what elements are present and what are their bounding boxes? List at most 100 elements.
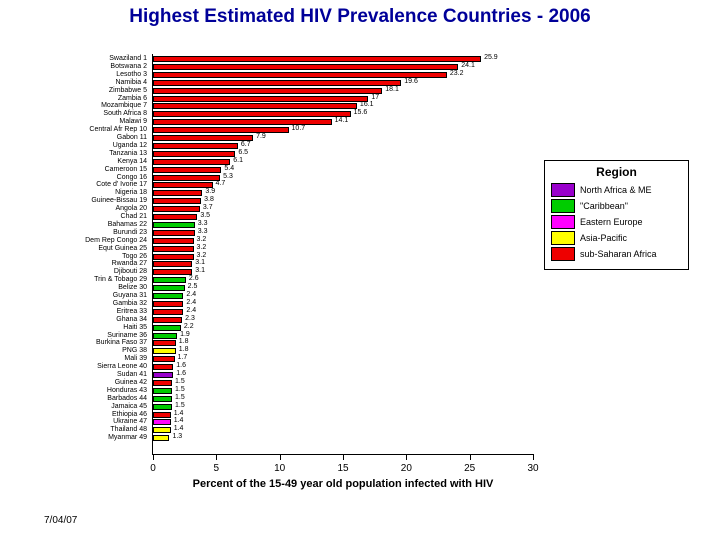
- bar-row: 18.1Zimbabwe 5: [153, 88, 533, 95]
- value-label: 1.8: [179, 346, 189, 353]
- y-axis-label: Gabon 11: [117, 134, 147, 141]
- legend-label: North Africa & ME: [580, 185, 652, 195]
- y-axis-label: Guyana 31: [113, 292, 147, 299]
- value-label: 1.5: [175, 402, 185, 409]
- bar-row: 3.5Chad 21: [153, 214, 533, 221]
- value-label: 1.4: [174, 425, 184, 432]
- y-axis-label: Ethiopia 46: [112, 411, 147, 418]
- y-axis-label: Sierra Leone 40: [97, 363, 147, 370]
- x-tick: [153, 454, 154, 460]
- y-axis-label: Mozambique 7: [101, 102, 147, 109]
- bar-row: 1.7Mali 39: [153, 356, 533, 363]
- legend-item: "Caribbean": [551, 199, 682, 213]
- bar-row: 2.5Belize 30: [153, 285, 533, 292]
- bar: [153, 167, 221, 173]
- legend-label: Eastern Europe: [580, 217, 643, 227]
- bar: [153, 427, 171, 433]
- value-label: 2.4: [186, 299, 196, 306]
- value-label: 1.7: [178, 354, 188, 361]
- y-axis-label: Trin & Tobago 29: [94, 276, 147, 283]
- bar-row: 1.3Myanmar 49: [153, 435, 533, 442]
- bar: [153, 301, 183, 307]
- y-axis-label: Bahamas 22: [108, 221, 147, 228]
- bar-row: 5.3Congo 16: [153, 175, 533, 182]
- bar: [153, 175, 220, 181]
- value-label: 2.4: [186, 307, 196, 314]
- bar: [153, 269, 192, 275]
- value-label: 4.7: [216, 180, 226, 187]
- bar: [153, 206, 200, 212]
- value-label: 14.1: [335, 117, 349, 124]
- value-label: 3.2: [197, 236, 207, 243]
- bar: [153, 96, 368, 102]
- bar-row: 3.2Equt Guinea 25: [153, 246, 533, 253]
- footer-date: 7/04/07: [44, 515, 77, 526]
- x-tick: [343, 454, 344, 460]
- y-axis-label: Burkina Faso 37: [96, 339, 147, 346]
- bar-row: 6.5Tanzania 13: [153, 151, 533, 158]
- bar: [153, 135, 253, 141]
- value-label: 3.7: [203, 204, 213, 211]
- bar: [153, 261, 192, 267]
- legend-label: "Caribbean": [580, 201, 628, 211]
- value-label: 23.2: [450, 70, 464, 77]
- y-axis-label: Belize 30: [118, 284, 147, 291]
- bar-row: 1.5Jamaica 45: [153, 404, 533, 411]
- value-label: 3.2: [197, 244, 207, 251]
- value-label: 3.2: [197, 252, 207, 259]
- y-axis-label: Togo 26: [122, 253, 147, 260]
- bar: [153, 380, 172, 386]
- legend-label: Asia-Pacific: [580, 233, 627, 243]
- y-axis-label: Swaziland 1: [109, 55, 147, 62]
- x-tick-label: 25: [464, 463, 475, 474]
- value-label: 7.9: [256, 133, 266, 140]
- bar: [153, 333, 177, 339]
- bar: [153, 80, 401, 86]
- bar-row: 1.5Honduras 43: [153, 388, 533, 395]
- bar-row: 2.4Eritrea 33: [153, 309, 533, 316]
- y-axis-label: Guinee-Bissau 19: [91, 197, 147, 204]
- legend: Region North Africa & ME "Caribbean" Easte…: [544, 160, 689, 270]
- value-label: 1.6: [176, 370, 186, 377]
- value-label: 1.5: [175, 378, 185, 385]
- bar-row: 3.3Bahamas 22: [153, 222, 533, 229]
- bar: [153, 435, 169, 441]
- bar: [153, 246, 194, 252]
- bar: [153, 190, 202, 196]
- y-axis-label: Jamaica 45: [111, 403, 147, 410]
- value-label: 2.2: [184, 323, 194, 330]
- value-label: 3.5: [200, 212, 210, 219]
- y-axis-label: Tanzania 13: [109, 150, 147, 157]
- bar-row: 1.5Guinea 42: [153, 380, 533, 387]
- value-label: 1.3: [172, 433, 182, 440]
- legend-title: Region: [551, 165, 682, 179]
- x-tick: [280, 454, 281, 460]
- value-label: 19.6: [404, 78, 418, 85]
- bar-row: 2.2Haiti 35: [153, 325, 533, 332]
- y-axis-label: Malawi 9: [119, 118, 147, 125]
- bar: [153, 364, 173, 370]
- y-axis-label: South Africa 8: [103, 110, 147, 117]
- value-label: 2.3: [185, 315, 195, 322]
- bar: [153, 388, 172, 394]
- bar: [153, 151, 235, 157]
- bar: [153, 396, 172, 402]
- y-axis-label: Cameroon 15: [105, 166, 147, 173]
- bar: [153, 127, 289, 133]
- x-tick: [406, 454, 407, 460]
- y-axis-label: Angola 20: [115, 205, 147, 212]
- y-axis-label: Cote d' Ivorie 17: [96, 181, 147, 188]
- bar: [153, 238, 194, 244]
- bar-row: 2.4Guyana 31: [153, 293, 533, 300]
- y-axis-label: Myanmar 49: [108, 434, 147, 441]
- bar: [153, 277, 186, 283]
- bar: [153, 214, 197, 220]
- bar-row: 1.6Sierra Leone 40: [153, 364, 533, 371]
- bar-row: 6.7Uganda 12: [153, 143, 533, 150]
- y-axis-label: Burundi 23: [113, 229, 147, 236]
- value-label: 18.1: [385, 86, 399, 93]
- y-axis-label: Djibouti 28: [114, 268, 147, 275]
- bar-row: 1.6Sudan 41: [153, 372, 533, 379]
- value-label: 3.3: [198, 220, 208, 227]
- bar-row: 2.4Gambia 32: [153, 301, 533, 308]
